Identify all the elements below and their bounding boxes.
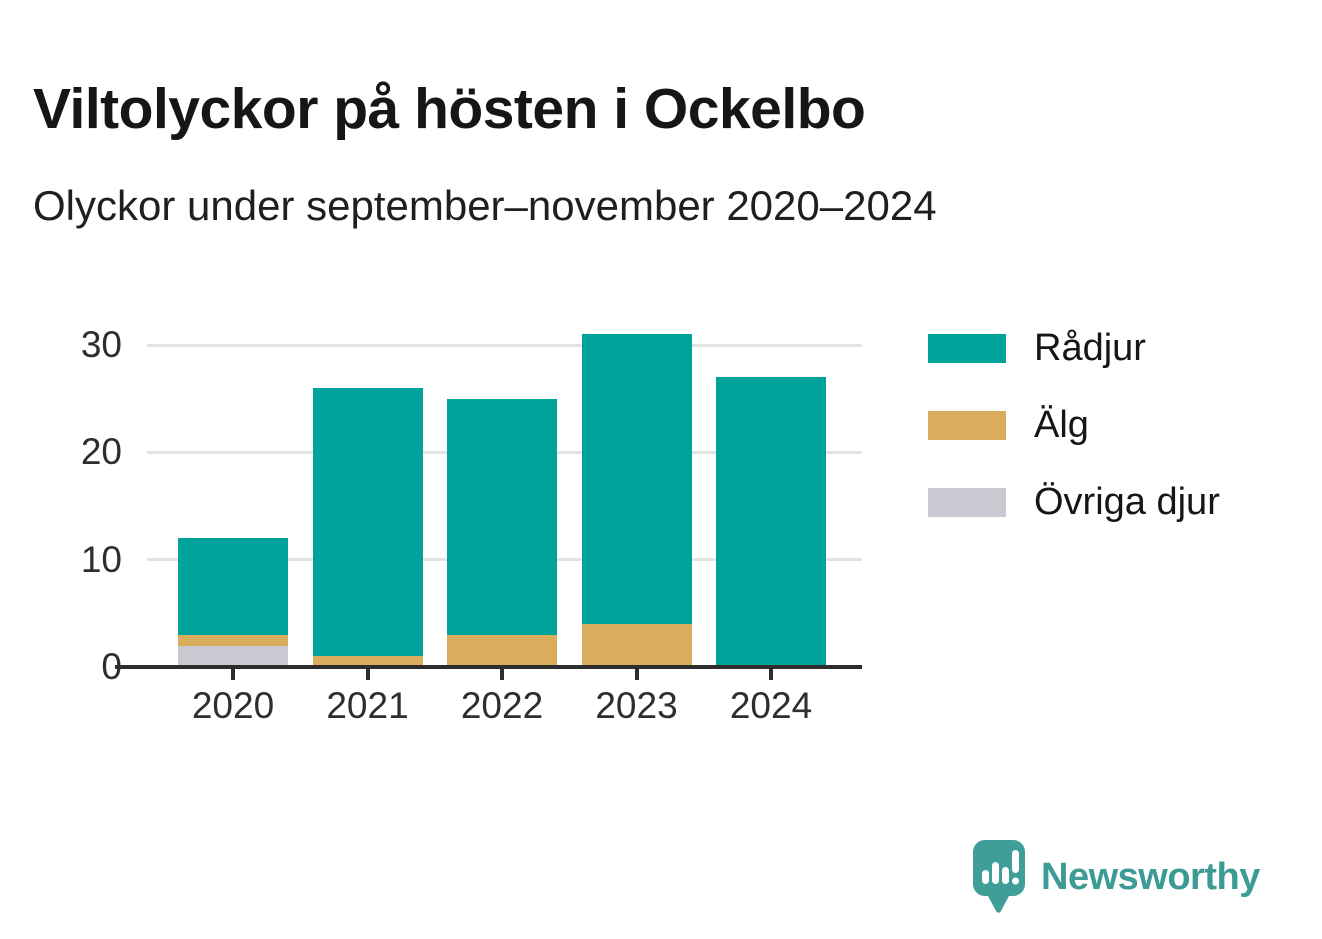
x-axis-label-2024: 2024 xyxy=(729,685,813,726)
y-axis-label-0: 0 xyxy=(101,646,122,687)
x-tick-2022 xyxy=(500,667,504,680)
x-axis-label-2020: 2020 xyxy=(191,685,275,726)
chart-title: Viltolyckor på hösten i Ockelbo xyxy=(33,77,866,142)
bar-segment-2021-Rådjur xyxy=(312,388,423,657)
legend-label-alg: Älg xyxy=(1034,404,1089,446)
x-axis-label-2021: 2021 xyxy=(326,685,409,726)
bar-segment-2023-Älg xyxy=(581,624,692,667)
bar-2020 xyxy=(178,538,288,667)
bar-2022 xyxy=(447,398,557,667)
brand-name: Newsworthy xyxy=(1041,855,1260,898)
x-axis-label-2023: 2023 xyxy=(595,685,678,726)
legend-label-ovriga-djur: Övriga djur xyxy=(1034,481,1220,523)
y-axis-label-20: 20 xyxy=(80,431,122,473)
bar-segment-2020-Övriga djur xyxy=(178,645,288,667)
newsworthy-logo: Newsworthy xyxy=(973,840,1260,914)
x-tick-2023 xyxy=(634,667,639,680)
bar-segment-2022-Älg xyxy=(447,634,557,667)
chart-subtitle: Olyckor under september–november 2020–20… xyxy=(33,182,937,229)
bar-segment-2024-Rådjur xyxy=(716,377,826,667)
legend-swatch-ovriga-djur xyxy=(928,487,1006,517)
y-axis-label-10: 10 xyxy=(80,538,122,580)
bar-segment-2021-Älg xyxy=(312,656,423,667)
x-axis-label-2022: 2022 xyxy=(460,685,544,726)
newsworthy-speech-bubble-chart-icon xyxy=(973,840,1025,913)
bar-2023 xyxy=(581,334,692,667)
legend-swatch-radjur xyxy=(928,333,1006,363)
x-tick-2020 xyxy=(231,667,235,680)
gridline-30 xyxy=(147,343,862,347)
bar-2024 xyxy=(716,377,826,667)
legend-item-ovriga-djur: Övriga djur xyxy=(928,480,1220,524)
bar-segment-2022-Rådjur xyxy=(447,398,557,635)
y-axis-label-30: 30 xyxy=(80,324,122,366)
legend-swatch-alg xyxy=(928,410,1006,440)
legend-item-alg: Älg xyxy=(928,403,1220,447)
legend-item-radjur: Rådjur xyxy=(928,326,1220,370)
chart-legend: Rådjur Älg Övriga djur xyxy=(928,326,1220,524)
legend-label-radjur: Rådjur xyxy=(1034,327,1146,369)
x-tick-2024 xyxy=(769,667,773,680)
bar-2021 xyxy=(312,388,423,667)
bar-segment-2020-Älg xyxy=(178,634,288,646)
bar-segment-2023-Rådjur xyxy=(581,334,692,625)
x-axis-line xyxy=(115,665,862,669)
bar-segment-2020-Rådjur xyxy=(178,538,288,635)
x-tick-2021 xyxy=(365,667,370,680)
